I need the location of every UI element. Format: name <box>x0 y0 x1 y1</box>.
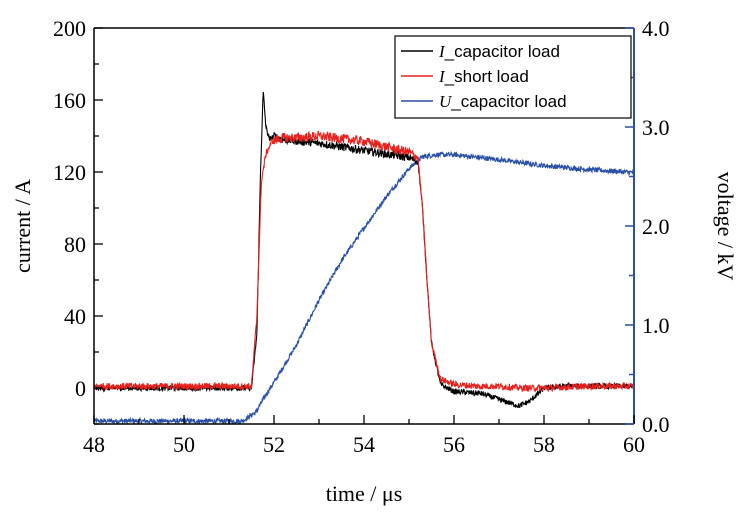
legend-label: _capacitor load <box>444 42 560 61</box>
x-tick-label: 56 <box>443 432 465 457</box>
legend-entry-2: U_capacitor load <box>439 92 567 111</box>
x-axis-title: time / μs <box>326 481 403 506</box>
y-left-tick-label: 0 <box>75 376 86 401</box>
y-left-axis-title: current / A <box>10 179 35 273</box>
x-tick-label: 58 <box>533 432 555 457</box>
y-left-tick-label: 160 <box>53 88 86 113</box>
y-right-axis-title: voltage / kV <box>713 172 738 281</box>
legend-entry-1: I_short load <box>438 67 529 86</box>
x-tick-label: 50 <box>173 432 195 457</box>
y-right-tick-label: 1.0 <box>642 313 670 338</box>
x-tick-label: 48 <box>83 432 105 457</box>
y-left-tick-label: 80 <box>64 232 86 257</box>
legend-symbol: U <box>439 92 453 111</box>
legend-symbol: I <box>438 67 446 86</box>
x-tick-label: 54 <box>353 432 375 457</box>
y-right-tick-label: 2.0 <box>642 214 670 239</box>
y-left-tick-label: 120 <box>53 160 86 185</box>
series-line-2 <box>94 150 634 424</box>
legend-box <box>394 35 632 119</box>
y-left-tick-label: 200 <box>53 16 86 41</box>
x-tick-label: 60 <box>623 432 645 457</box>
axes-layer <box>93 27 635 425</box>
labels-layer: 48 50 52 54 56 58 60 0 40 80 120 160 200 0.0 1.0 2.0 3.0… <box>10 16 738 506</box>
series-line-1 <box>94 130 634 393</box>
y-right-tick-label: 3.0 <box>642 115 670 140</box>
legend-entry-0: I_capacitor load <box>438 42 560 61</box>
legend-label: _short load <box>444 67 529 86</box>
legend-label: _capacitor load <box>450 92 566 111</box>
y-right-tick-label: 0.0 <box>642 412 670 437</box>
y-right-tick-label: 4.0 <box>642 16 670 41</box>
legend-symbol: I <box>438 42 446 61</box>
series-layer <box>94 91 634 424</box>
y-left-tick-label: 40 <box>64 304 86 329</box>
x-tick-label: 52 <box>263 432 285 457</box>
